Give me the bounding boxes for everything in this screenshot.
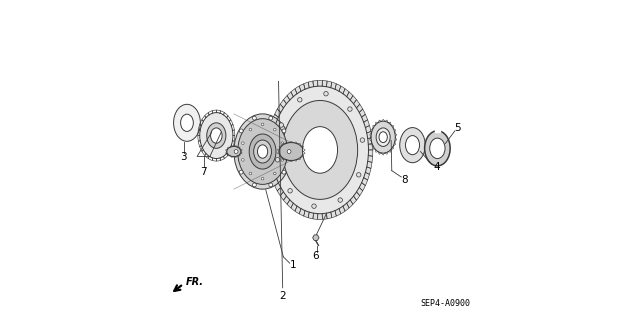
Ellipse shape <box>400 128 425 163</box>
Circle shape <box>298 98 302 102</box>
Circle shape <box>282 170 286 174</box>
Ellipse shape <box>200 113 233 159</box>
Text: 1: 1 <box>289 260 296 270</box>
Ellipse shape <box>249 134 276 169</box>
Ellipse shape <box>424 131 450 166</box>
Circle shape <box>312 204 316 208</box>
Circle shape <box>261 177 264 180</box>
Ellipse shape <box>282 100 358 199</box>
Ellipse shape <box>267 80 373 219</box>
Ellipse shape <box>227 146 241 157</box>
Ellipse shape <box>257 145 268 158</box>
Ellipse shape <box>253 140 271 163</box>
Circle shape <box>348 107 352 111</box>
Ellipse shape <box>303 127 337 173</box>
Circle shape <box>275 158 280 162</box>
Text: 8: 8 <box>401 175 408 185</box>
Circle shape <box>287 150 291 153</box>
Ellipse shape <box>376 128 390 146</box>
Text: 3: 3 <box>180 152 187 162</box>
Circle shape <box>281 159 284 161</box>
Text: 6: 6 <box>312 251 319 261</box>
Circle shape <box>261 123 264 126</box>
Circle shape <box>239 129 243 133</box>
Circle shape <box>273 172 276 175</box>
Circle shape <box>288 189 292 193</box>
Ellipse shape <box>379 132 387 143</box>
Text: 5: 5 <box>454 122 461 133</box>
Ellipse shape <box>279 143 303 160</box>
Circle shape <box>249 128 252 131</box>
Circle shape <box>279 123 284 127</box>
Circle shape <box>282 129 286 133</box>
Circle shape <box>281 142 284 145</box>
Ellipse shape <box>237 119 287 184</box>
Circle shape <box>239 170 243 174</box>
Text: FR.: FR. <box>186 277 204 287</box>
Circle shape <box>253 116 256 120</box>
Ellipse shape <box>180 114 193 131</box>
Ellipse shape <box>173 104 200 141</box>
Text: 4: 4 <box>433 162 440 173</box>
Ellipse shape <box>371 121 396 153</box>
Ellipse shape <box>406 136 420 155</box>
Circle shape <box>234 150 238 153</box>
Circle shape <box>241 142 244 145</box>
Text: 2: 2 <box>280 291 286 301</box>
Circle shape <box>241 159 244 161</box>
Circle shape <box>253 183 256 187</box>
Ellipse shape <box>211 128 222 143</box>
Ellipse shape <box>271 86 369 214</box>
Circle shape <box>356 173 361 177</box>
Ellipse shape <box>234 114 291 189</box>
Ellipse shape <box>429 138 445 159</box>
Polygon shape <box>313 235 319 241</box>
Circle shape <box>249 172 252 175</box>
Circle shape <box>269 183 273 187</box>
Polygon shape <box>435 129 440 132</box>
Circle shape <box>269 116 273 120</box>
Circle shape <box>360 138 365 142</box>
Text: 7: 7 <box>200 167 207 177</box>
Circle shape <box>324 92 328 96</box>
Circle shape <box>338 198 342 202</box>
Text: SEP4-A0900: SEP4-A0900 <box>420 299 470 308</box>
Ellipse shape <box>207 123 226 148</box>
Circle shape <box>273 128 276 131</box>
